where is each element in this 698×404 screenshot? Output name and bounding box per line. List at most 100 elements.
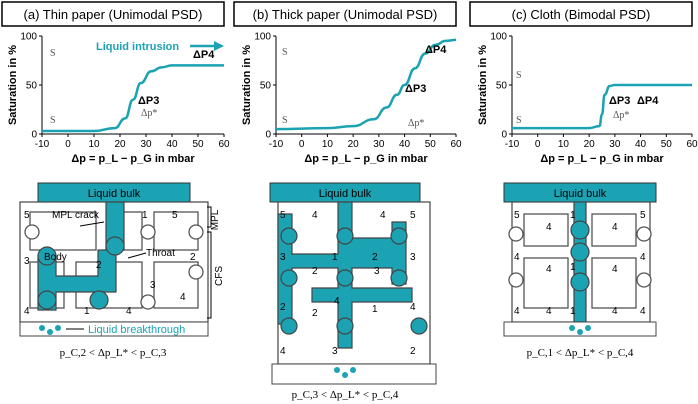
throat-label: Throat bbox=[146, 248, 175, 259]
liq-body-b5 bbox=[390, 227, 408, 245]
throat-num: 4 bbox=[640, 252, 646, 263]
mpl-bracket bbox=[207, 206, 212, 228]
throat-num: 4 bbox=[334, 296, 340, 307]
droplet-a3 bbox=[55, 325, 61, 331]
droplet-b1 bbox=[334, 367, 340, 373]
saturation-curve bbox=[511, 83, 692, 130]
x-tick-label: 60 bbox=[686, 139, 698, 150]
liq-body-c3 bbox=[570, 272, 590, 292]
y-axis-label: Saturation in % bbox=[241, 45, 253, 125]
title-box-a bbox=[1, 1, 225, 27]
x-axis-label: Δp = p_L − p_G in mbar bbox=[71, 153, 195, 165]
cell-c1 bbox=[523, 213, 569, 247]
x-tick-label: 10 bbox=[88, 139, 100, 150]
y-tick-label: 100 bbox=[20, 32, 37, 43]
y-axis-label: Saturation in % bbox=[477, 45, 489, 125]
throat-num: 4 bbox=[514, 306, 520, 317]
cell-a6 bbox=[153, 261, 199, 309]
throat-num: 5 bbox=[410, 210, 416, 221]
y-tick-label: 0 bbox=[501, 130, 507, 141]
x-tick-label: 60 bbox=[218, 139, 230, 150]
liq-body-b6 bbox=[390, 269, 408, 287]
throat-num: 4 bbox=[546, 306, 552, 317]
x-tick-label: 60 bbox=[450, 139, 462, 150]
liq-body-c2 bbox=[570, 242, 590, 262]
throat-num: 2 bbox=[410, 346, 416, 357]
annot-a-p3: ΔP3 bbox=[138, 95, 159, 107]
throat-num: 1 bbox=[570, 262, 576, 273]
network-c: Liquid bulk 5 4 1 4 5 4 4 1 4 4 4 4 1 4 … bbox=[503, 182, 657, 337]
throat-num: 2 bbox=[280, 302, 286, 313]
x-tick-label: 50 bbox=[425, 139, 437, 150]
formula-a: p_C,2 < Δp_L* < p_C,3 bbox=[60, 347, 167, 359]
bulk-label-c: Liquid bulk bbox=[554, 188, 607, 200]
network-a: Liquid bulk Liquid breakthrough MPL crac… bbox=[19, 182, 225, 337]
throat-num: 4 bbox=[24, 306, 30, 317]
droplet-c3 bbox=[585, 325, 591, 331]
throat-num: 4 bbox=[514, 252, 520, 263]
x-tick-label: 30 bbox=[373, 139, 385, 150]
formula-c: p_C,1 < Δp_L* < p_C,4 bbox=[527, 347, 634, 359]
liq-body-b2 bbox=[280, 269, 298, 287]
y-tick-label: 50 bbox=[26, 81, 38, 92]
liq-body-b3 bbox=[336, 227, 354, 245]
throat-num: 2 bbox=[312, 308, 318, 319]
droplet-a2 bbox=[47, 329, 53, 335]
x-axis-label: Δp = p_L − p_G in mbar bbox=[304, 153, 428, 165]
intrusion-arrow-head bbox=[214, 41, 224, 51]
droplet-b2 bbox=[342, 372, 348, 378]
x-tick-label: 20 bbox=[348, 139, 360, 150]
annot-c-sl: S bbox=[516, 115, 522, 126]
liq-body-a3 bbox=[89, 290, 109, 310]
empty-body-a3 bbox=[188, 224, 204, 240]
empty-body-c4 bbox=[636, 272, 652, 288]
throat-num: 1 bbox=[332, 252, 338, 263]
x-tick-label: 40 bbox=[399, 139, 411, 150]
throat-num: 3 bbox=[332, 346, 338, 357]
empty-body-c1 bbox=[508, 226, 524, 242]
annot-b-sg: S bbox=[282, 47, 288, 58]
droplet-b3 bbox=[350, 367, 356, 373]
annot-b-dp: Δp* bbox=[408, 118, 424, 129]
breakthrough-label: Liquid breakthrough bbox=[88, 324, 185, 336]
throat-num: 5 bbox=[280, 210, 286, 221]
empty-body-a4 bbox=[188, 264, 204, 280]
droplet-c2 bbox=[577, 329, 583, 335]
y-tick-label: 100 bbox=[490, 32, 507, 43]
throat-num: 5 bbox=[640, 210, 646, 221]
y-tick-label: 50 bbox=[496, 81, 508, 92]
bulk-label-b: Liquid bulk bbox=[319, 188, 372, 200]
throat-num: 4 bbox=[312, 210, 318, 221]
liq-body-b4 bbox=[336, 269, 354, 287]
throat-num: 3 bbox=[374, 266, 380, 277]
annot-a-intrusion: Liquid intrusion bbox=[96, 41, 179, 53]
annot-c-p4: ΔP4 bbox=[637, 95, 659, 107]
throat-num: 2 bbox=[372, 252, 378, 263]
x-tick-label: 10 bbox=[558, 139, 570, 150]
empty-body-c2 bbox=[636, 226, 652, 242]
empty-body-a1 bbox=[24, 224, 40, 240]
breakthrough-plate-a bbox=[19, 321, 209, 337]
x-tick-label: 50 bbox=[192, 139, 204, 150]
cell-c3 bbox=[523, 257, 569, 309]
throat-num: 4 bbox=[126, 306, 132, 317]
saturation-curve bbox=[275, 38, 457, 131]
throat-num: 3 bbox=[24, 256, 30, 267]
annot-c-p3: ΔP3 bbox=[609, 95, 630, 107]
x-tick-label: 30 bbox=[140, 139, 152, 150]
title-b: (b) Thick paper (Unimodal PSD) bbox=[253, 7, 438, 22]
throat-num: 4 bbox=[612, 222, 618, 233]
cfs-bracket bbox=[207, 231, 212, 319]
mpl-label: MPL bbox=[210, 209, 221, 230]
x-tick-label: 40 bbox=[166, 139, 178, 150]
title-a: (a) Thin paper (Unimodal PSD) bbox=[24, 7, 203, 22]
throat-num: 4 bbox=[612, 264, 618, 275]
network-b: Liquid bulk 5 4 4 5 3 1 2 3 2 3 2 2 4 1 … bbox=[269, 182, 437, 385]
x-tick-label: 0 bbox=[299, 139, 305, 150]
throat-num: 4 bbox=[280, 346, 286, 357]
throat-num: 1 bbox=[372, 304, 378, 315]
formula-b: p_C,3 < Δp_L* < p_C,4 bbox=[292, 389, 399, 401]
throat-num: 3 bbox=[410, 252, 416, 263]
